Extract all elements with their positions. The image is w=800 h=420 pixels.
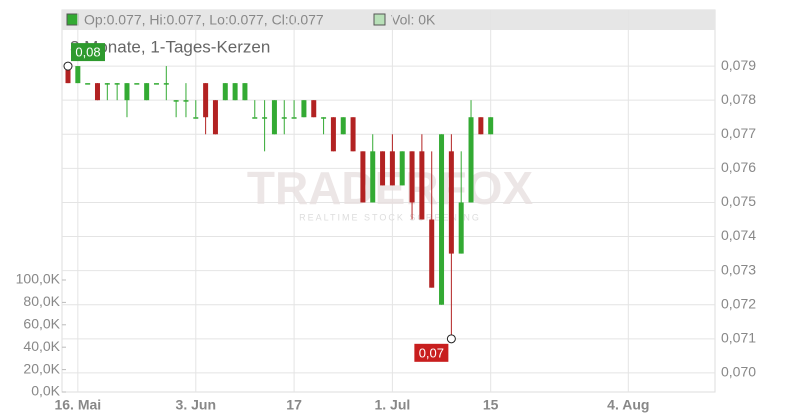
candle-body <box>389 151 395 186</box>
candle-body <box>399 151 405 186</box>
y-tick-label: 0,076 <box>721 159 756 175</box>
high-label: 0,08 <box>75 45 100 60</box>
subtitle: 3 Monate, 1-Tages-Kerzen <box>70 37 270 56</box>
y-tick-label: 0,079 <box>721 57 756 73</box>
ohlc-text: Op:0.077, Hi:0.077, Lo:0.077, Cl:0.077 <box>84 12 324 28</box>
low-label: 0,07 <box>419 345 444 360</box>
candle-body <box>409 151 415 203</box>
y-tick-label: 0,075 <box>721 193 756 209</box>
ohlc-icon <box>66 13 79 26</box>
y-tick-label: 0,070 <box>721 364 756 380</box>
watermark-tagline: REALTIME STOCK SCREENING <box>299 212 481 222</box>
candle-body <box>134 83 140 85</box>
candle-body <box>114 83 120 85</box>
candle-body <box>488 117 494 135</box>
candle-body <box>439 134 445 305</box>
low-marker <box>446 334 456 344</box>
candle-body <box>468 117 474 203</box>
candle-body <box>380 151 386 186</box>
y-tick-label: 0,074 <box>721 227 756 243</box>
candle-body <box>429 219 435 288</box>
candle-body <box>173 100 179 102</box>
candle-body <box>458 202 464 254</box>
candle-body <box>163 83 169 85</box>
candle-body <box>271 100 277 135</box>
candle-body <box>212 100 218 135</box>
candle-body <box>340 117 346 135</box>
candle-body <box>124 83 130 101</box>
candle-body <box>104 83 110 85</box>
candle-body <box>360 151 366 203</box>
x-tick-label: 3. Jun <box>176 397 216 413</box>
candle-body <box>232 83 238 101</box>
y-tick-label: 0,078 <box>721 91 756 107</box>
candle-body <box>144 83 150 101</box>
x-tick-label: 17 <box>286 397 302 413</box>
x-tick-label: 15 <box>483 397 499 413</box>
candle-body <box>301 100 307 118</box>
candle-body <box>222 83 228 101</box>
candle-body <box>85 83 91 85</box>
candle-body <box>370 151 376 203</box>
low-label-box <box>414 343 449 362</box>
header-bar <box>62 10 715 30</box>
volume-icon <box>373 13 386 26</box>
candle-body <box>262 117 268 119</box>
candle-body <box>478 117 484 135</box>
candle-body <box>75 66 81 84</box>
candle-body <box>291 117 297 119</box>
candle-body <box>183 100 189 102</box>
candle-body <box>94 83 100 101</box>
y2-tick-label: 20,0K <box>23 360 60 376</box>
y2-tick-label: 40,0K <box>23 338 60 354</box>
candle-body <box>419 151 425 220</box>
candle-body <box>350 117 356 152</box>
y2-tick-label: 0,0K <box>31 383 60 399</box>
candle-body <box>281 117 287 119</box>
y2-tick-label: 80,0K <box>23 293 60 309</box>
y-tick-label: 0,073 <box>721 261 756 277</box>
y2-tick-label: 100,0K <box>16 271 61 287</box>
candle-body <box>252 117 258 119</box>
plot-area <box>61 9 716 393</box>
candle-body <box>311 100 317 118</box>
candle-body <box>193 117 199 119</box>
candle-body <box>321 117 327 119</box>
x-tick-label: 4. Aug <box>607 397 649 413</box>
volume-text: Vol: 0K <box>391 12 436 28</box>
candle-body <box>203 83 209 118</box>
y-tick-label: 0,072 <box>721 295 756 311</box>
y2-tick-label: 60,0K <box>23 315 60 331</box>
x-tick-label: 16. Mai <box>54 397 101 413</box>
candle-body <box>153 83 159 85</box>
candle-body <box>448 151 454 254</box>
candle-body <box>65 66 71 84</box>
y-tick-label: 0,077 <box>721 125 756 141</box>
high-marker <box>63 61 73 71</box>
x-tick-label: 1. Jul <box>374 397 410 413</box>
candle-body <box>330 117 336 152</box>
candle-body <box>242 83 248 101</box>
high-label-box <box>71 43 105 62</box>
y-tick-label: 0,071 <box>721 330 756 346</box>
